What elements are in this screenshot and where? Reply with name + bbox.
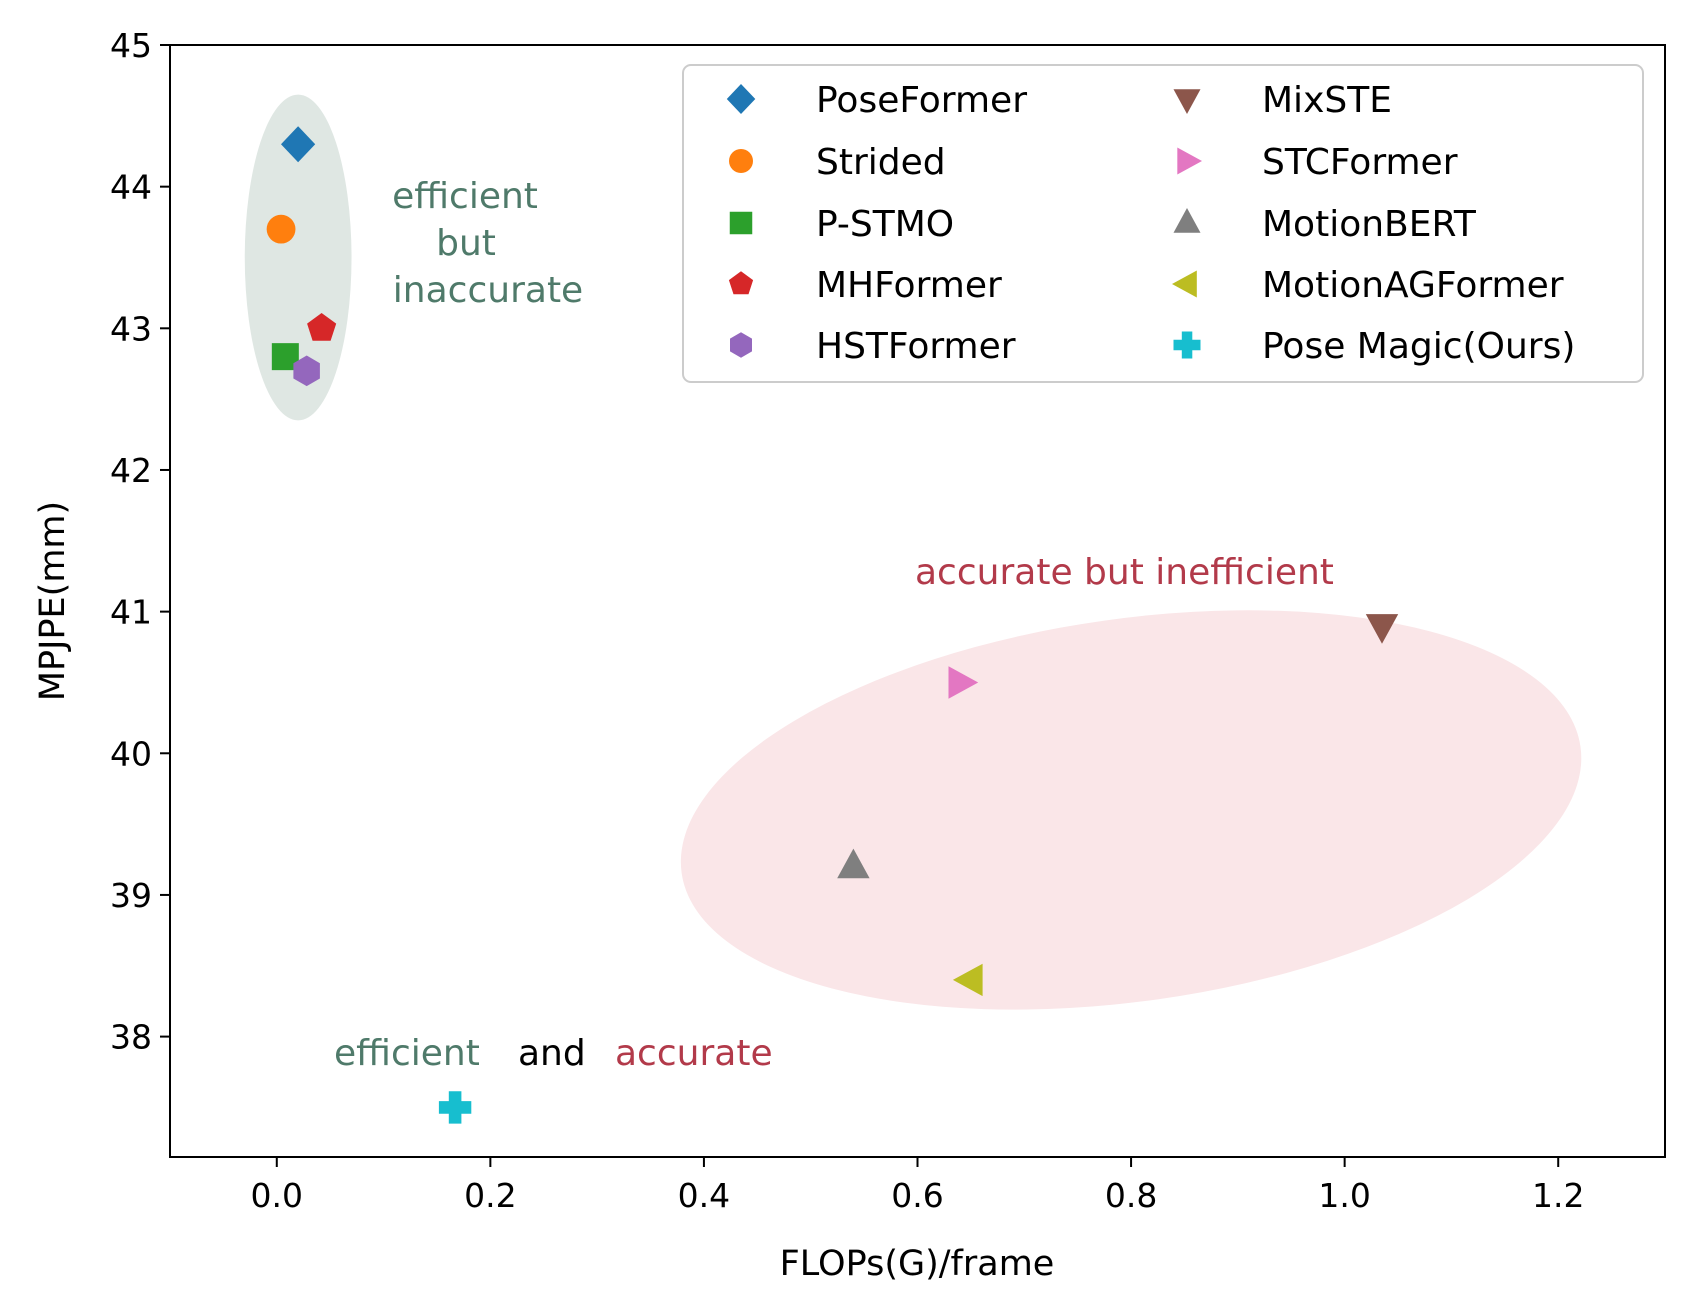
point-motionagformer [952,963,983,997]
bottom-efficient-label: efficient [334,1033,480,1074]
legend-label-hstformer: HSTFormer [816,326,1016,367]
efficient-label-line2: but [436,223,496,264]
point-poseformer [281,126,316,163]
legend-label-poseformer: PoseFormer [816,80,1027,121]
point-pose-magic-ours [438,1091,472,1124]
x-tick-label: 0.8 [1105,1176,1157,1215]
legend-label-motionagformer: MotionAGFormer [1262,265,1564,306]
legend-label-mixste: MixSTE [1262,80,1392,121]
legend-label-motionbert: MotionBERT [1262,204,1477,245]
x-tick-label: 0.0 [251,1176,303,1215]
point-hstformer [293,355,320,387]
x-tick-label: 1.2 [1532,1176,1584,1215]
y-tick-label: 41 [110,593,152,632]
legend-label-mhformer: MHFormer [816,265,1002,306]
annotation-layer: efficient but inaccurate accurate but in… [334,176,1334,1074]
point-mixste [1365,614,1399,644]
y-tick-label: 39 [110,876,152,915]
x-axis-label: FLOPs(G)/frame [780,1244,1055,1284]
legend-marker-mixste [1173,89,1201,114]
efficient-label-line1: efficient [392,176,538,217]
point-stcformer [948,666,979,699]
legend-marker-hstformer [730,332,752,358]
y-tick-label: 42 [110,451,152,490]
legend-box [682,64,1644,383]
legend-label-stcformer: STCFormer [1262,142,1458,183]
y-tick-label: 45 [110,26,152,65]
y-axis-ticks: 38 39 40 41 42 43 44 45 [110,26,170,1057]
point-motionbert [837,848,870,879]
legend-marker-stcformer [1177,147,1202,175]
legend: PoseFormer Strided P-STMO MHFormer HSTFormer… [682,64,1644,383]
y-tick-label: 44 [110,168,152,207]
bottom-and-label: and [518,1033,586,1074]
x-tick-label: 0.2 [464,1176,516,1215]
legend-marker-pose-magic-ours [1173,331,1201,359]
legend-marker-strided [729,149,753,173]
point-mhformer [307,313,337,341]
x-tick-label: 0.6 [891,1176,943,1215]
legend-label-strided: Strided [816,142,946,183]
legend-marker-p-stmo [729,211,753,235]
accurate-region [680,610,1582,1010]
legend-label-pose-magic-ours: Pose Magic(Ours) [1262,326,1575,367]
y-axis-label: MPJPE(mm) [33,501,73,701]
y-tick-label: 43 [110,309,152,348]
x-tick-label: 0.4 [678,1176,730,1215]
legend-marker-motionbert [1173,208,1201,233]
point-strided [266,214,296,244]
y-tick-label: 40 [110,734,152,773]
legend-marker-motionagformer [1172,270,1197,298]
accurate-label: accurate but inefficient [915,552,1334,593]
bottom-accurate-label: accurate [615,1033,773,1074]
efficient-label-line3: inaccurate [393,270,583,311]
legend-marker-poseformer [726,84,756,114]
y-tick-label: 38 [110,1018,152,1057]
x-axis-ticks: 0.0 0.2 0.4 0.6 0.8 1.0 1.2 [251,1157,1584,1215]
x-tick-label: 1.0 [1318,1176,1370,1215]
legend-label-p-stmo: P-STMO [816,204,954,245]
legend-marker-mhformer [728,271,754,295]
data-point-layer [266,126,1399,1124]
